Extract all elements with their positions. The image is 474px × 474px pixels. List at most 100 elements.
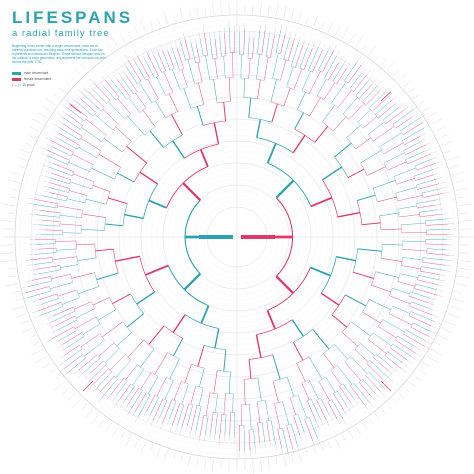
lifespan-line [172, 314, 186, 333]
family-connector [77, 256, 79, 265]
lifespan-line [205, 392, 211, 416]
label-stub [85, 373, 90, 379]
lifespan-line [176, 404, 185, 427]
lifespan-line [148, 199, 167, 209]
family-connector [397, 209, 400, 218]
lifespan-line [69, 190, 88, 196]
lifespan-line [393, 167, 416, 177]
lifespan-line [293, 68, 303, 90]
label-stub [264, 442, 266, 449]
family-connector [130, 383, 135, 387]
label-stub [387, 370, 393, 375]
label-stub [402, 362, 408, 367]
lifespan-line [93, 83, 111, 101]
lifespan-line [312, 328, 330, 350]
lifespan-line [333, 393, 345, 411]
outer-name-tick [260, 4, 262, 15]
label-stub [432, 314, 438, 318]
family-connector [145, 77, 150, 81]
label-stub [415, 353, 421, 357]
lifespan-line [116, 380, 128, 396]
lifespan-line [156, 76, 167, 96]
lifespan-line [97, 309, 116, 321]
label-stub [113, 74, 118, 80]
outer-name-tick [30, 127, 40, 132]
lifespan-line [126, 75, 138, 92]
lifespan-line [64, 344, 80, 356]
lifespan-line [52, 256, 78, 260]
lifespan-line [49, 187, 69, 193]
lifespan-line [372, 332, 392, 346]
label-stub [280, 24, 283, 31]
lifespan-line [92, 297, 110, 306]
lifespan-line [83, 323, 101, 335]
lifespan-line [66, 357, 87, 374]
label-stub [122, 70, 127, 76]
lifespan-line [360, 150, 382, 164]
label-stub [275, 443, 277, 450]
lifespan-line [308, 379, 319, 400]
label-stub [269, 441, 271, 448]
lifespan-line [327, 401, 338, 419]
page-title: LIFESPANS [12, 8, 134, 27]
lifespan-line [271, 103, 278, 123]
lifespan-line [308, 71, 321, 95]
label-stub [435, 203, 442, 206]
family-connector [76, 289, 80, 298]
label-stub [147, 415, 150, 422]
label-stub [194, 431, 197, 438]
lifespan-line [342, 383, 354, 399]
legend-scale: | — | = 10 years [12, 82, 51, 88]
outer-name-tick [444, 150, 452, 154]
lifespan-line [290, 42, 299, 67]
lifespan-line [422, 257, 447, 261]
label-stub [135, 416, 139, 423]
outer-name-tick [413, 374, 422, 381]
lifespan-line [51, 310, 76, 323]
family-connector [188, 403, 193, 405]
lifespan-line [243, 28, 245, 55]
page-subtitle: a radial family tree [12, 28, 110, 39]
lifespan-line [426, 228, 450, 231]
outer-name-tick [386, 403, 393, 410]
lifespan-line [219, 36, 222, 57]
label-stub [369, 402, 374, 408]
lifespan-line [402, 122, 424, 136]
label-stub [178, 36, 181, 43]
lifespan-line [404, 135, 421, 145]
label-stub [438, 182, 445, 184]
outer-name-tick [76, 70, 82, 76]
lifespan-line [357, 248, 382, 252]
label-stub [440, 187, 447, 189]
lifespan-line [401, 232, 427, 234]
lifespan-line [419, 214, 441, 217]
lifespan-line [60, 264, 79, 268]
lifespan-line [314, 126, 329, 143]
label-stub [329, 414, 333, 421]
lifespan-line [140, 372, 152, 390]
label-stub [182, 32, 185, 39]
lifespan-line [38, 224, 60, 227]
lifespan-line [405, 151, 425, 160]
outer-name-tick [157, 19, 161, 27]
legend: male descendant female descendant | — | … [12, 70, 51, 88]
lifespan-line [256, 119, 262, 138]
lifespan-line [334, 142, 352, 158]
lifespan-line [312, 50, 323, 73]
outer-name-tick [10, 171, 22, 176]
label-stub [366, 69, 371, 75]
label-stub [36, 194, 43, 196]
family-connector [294, 128, 315, 143]
lifespan-line [30, 257, 53, 261]
label-stub [437, 284, 444, 287]
lifespan-line [167, 51, 175, 69]
outer-name-tick [173, 15, 176, 22]
label-stub [22, 286, 28, 289]
label-stub [336, 418, 340, 424]
outer-name-tick [31, 342, 40, 347]
lifespan-line [282, 428, 289, 453]
lifespan-line [318, 50, 329, 71]
lifespan-line [266, 420, 271, 442]
label-stub [379, 86, 384, 91]
lifespan-line [197, 345, 205, 367]
